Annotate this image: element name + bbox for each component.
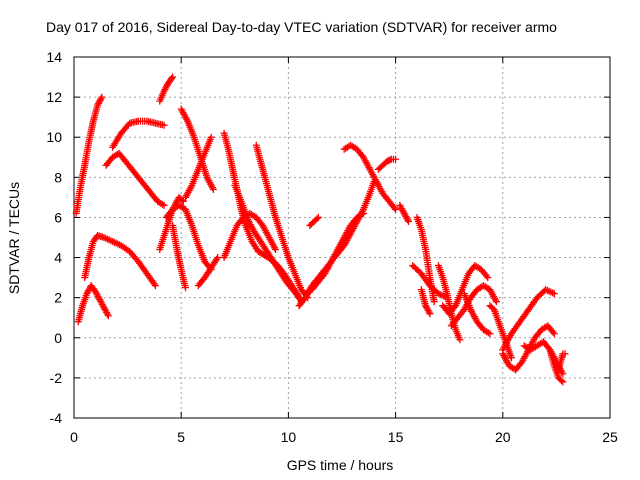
grid-lines <box>74 57 610 418</box>
series-marks <box>295 177 378 310</box>
y-tick-label: 10 <box>46 129 62 145</box>
series-marks <box>434 262 464 344</box>
series-arc18 <box>302 209 367 298</box>
series-marks <box>220 209 280 262</box>
x-axis-label: GPS time / hours <box>287 457 394 473</box>
series-marks <box>396 201 412 225</box>
y-tick-label: -2 <box>50 370 63 386</box>
series-marks <box>302 209 367 298</box>
series-arc5 <box>109 117 168 151</box>
series-marks <box>439 262 492 318</box>
series-marks <box>169 221 189 292</box>
x-tick-label: 15 <box>388 429 404 445</box>
y-tick-label: 12 <box>46 89 62 105</box>
series-arc3 <box>81 231 159 290</box>
x-tick-label: 0 <box>70 429 78 445</box>
series-arc17 <box>295 177 378 310</box>
y-tick-label: -4 <box>50 410 63 426</box>
series-marks <box>252 141 312 302</box>
series-arc16 <box>220 209 280 262</box>
series-arc12 <box>194 254 222 290</box>
series-marks <box>72 93 106 217</box>
series-arc15 <box>252 141 312 302</box>
y-tick-label: 4 <box>54 250 62 266</box>
x-tick-label: 10 <box>281 429 297 445</box>
x-tick-label: 20 <box>495 429 511 445</box>
series-marks <box>413 213 438 306</box>
series-arc1 <box>72 93 106 217</box>
series-arc9 <box>169 221 189 292</box>
series-marks <box>181 133 215 201</box>
series-arc4 <box>102 149 168 209</box>
x-tick-label: 5 <box>177 429 185 445</box>
series-arc21 <box>374 155 400 173</box>
y-tick-label: 2 <box>54 290 62 306</box>
series-arc20 <box>340 141 400 213</box>
series-marks <box>81 231 159 290</box>
y-tick-label: 6 <box>54 209 62 225</box>
series-arc19 <box>306 213 322 229</box>
series-marks <box>162 201 215 274</box>
series-arc22 <box>396 201 412 225</box>
series-marks <box>74 282 112 326</box>
series-arc26 <box>434 262 464 344</box>
series-arc13 <box>220 129 305 306</box>
series-arc27 <box>439 262 492 318</box>
series-marks <box>499 286 558 354</box>
y-tick-label: 14 <box>46 49 62 65</box>
series-arc8 <box>162 201 215 274</box>
series-marks <box>460 290 494 338</box>
series-arc2 <box>74 282 112 326</box>
series-marks <box>374 155 400 173</box>
series-marks <box>102 149 168 209</box>
y-axis-label: SDTVAR / TECUs <box>6 182 22 294</box>
series-arc11 <box>181 133 215 201</box>
series-marks <box>156 73 177 105</box>
y-tick-label: 0 <box>54 330 62 346</box>
series-arc29 <box>460 290 494 338</box>
series-marks <box>220 129 305 306</box>
plot-frame <box>73 56 611 419</box>
series-marks <box>340 141 400 213</box>
series-arc35 <box>555 350 569 374</box>
y-tick-label: 8 <box>54 169 62 185</box>
data-marks <box>72 73 569 386</box>
axis-ticks: 0 5 10 15 20 25 -4 -2 0 2 4 6 8 10 12 14 <box>46 49 618 445</box>
series-marks <box>555 350 569 374</box>
x-tick-label: 25 <box>602 429 618 445</box>
series-marks <box>306 213 322 229</box>
chart-title: Day 017 of 2016, Sidereal Day-to-day VTE… <box>46 19 557 35</box>
series-marks <box>417 286 434 318</box>
series-marks <box>109 117 168 151</box>
series-marks <box>194 254 222 290</box>
series-arc24 <box>413 213 438 306</box>
series-arc25 <box>417 286 434 318</box>
series-arc6 <box>156 73 177 105</box>
series-arc31 <box>499 286 558 354</box>
